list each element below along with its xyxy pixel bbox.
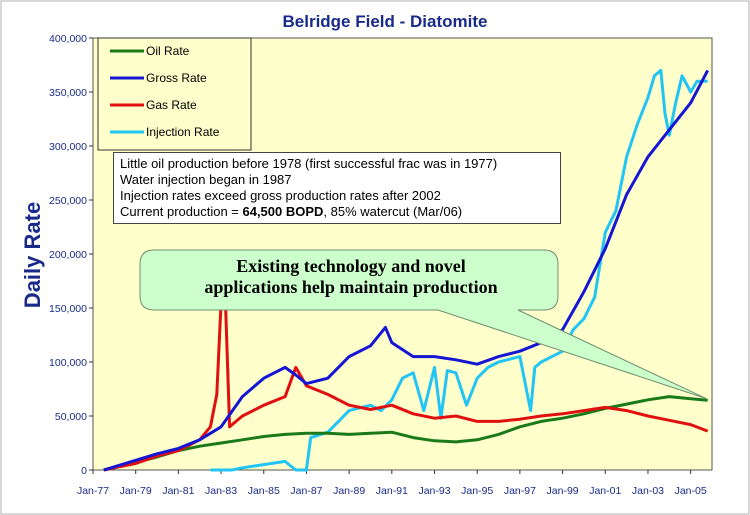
x-tick-label: Jan-79 [120,485,152,497]
x-tick-label: Jan-97 [504,485,536,497]
x-tick-label: Jan-87 [290,485,322,497]
x-axis-ticks: Jan-77 Jan-79 Jan-81 Jan-83 Jan-85 Jan-87 Jan-… [77,470,707,497]
y-tick-label: 0 [81,465,87,477]
x-tick-label: Jan-83 [205,485,237,497]
y-axis-ticks: 0 50,000 100,000 150,000 200,000 250,000 300,0… [49,33,93,477]
y-tick-label: 250,000 [49,195,87,207]
note-line-4-bold: 64,500 BOPD [242,204,324,219]
note-line-2: Water injection began in 1987 [120,172,292,187]
callout-line-2: applications help maintain production [204,277,498,297]
x-tick-label: Jan-05 [675,485,707,497]
chart-title: Belridge Field - Diatomite [283,12,488,31]
callout-line-1: Existing technology and novel [236,256,466,276]
legend-label: Injection Rate [146,125,220,139]
callout-shape [139,249,706,399]
x-tick-label: Jan-01 [589,485,621,497]
y-tick-label: 150,000 [49,303,87,315]
callout-bubble [139,249,706,399]
y-tick-label: 100,000 [49,357,87,369]
x-tick-label: Jan-99 [547,485,579,497]
y-tick-label: 300,000 [49,141,87,153]
x-tick-label: Jan-77 [77,485,109,497]
note-line-4-prefix: Current production = [120,204,243,219]
notes-box: Little oil production before 1978 (first… [113,152,561,224]
x-tick-label: Jan-81 [162,485,194,497]
series-line-gross-rate [103,69,710,472]
note-line-4-suffix: , 85% watercut (Mar/06) [323,204,463,219]
y-tick-label: 350,000 [49,87,87,99]
series-line-gas-rate [103,295,709,472]
x-tick-label: Jan-95 [461,485,493,497]
legend-label: Gross Rate [146,71,207,85]
note-line-4: Current production = 64,500 BOPD, 85% wa… [120,204,554,220]
legend-label: Oil Rate [146,44,190,58]
series-layer [103,68,710,472]
x-tick-label: Jan-91 [376,485,408,497]
callout-text: Existing technology and novel applicatio… [150,256,552,298]
y-tick-label: 200,000 [49,249,87,261]
x-tick-label: Jan-03 [632,485,664,497]
y-tick-label: 400,000 [49,33,87,45]
legend: Oil Rate Gross Rate Gas Rate Injection Rate [97,37,252,151]
y-axis-label: Daily Rate [20,202,45,308]
y-tick-label: 50,000 [55,411,87,423]
legend-label: Gas Rate [146,98,197,112]
x-tick-label: Jan-89 [333,485,365,497]
x-tick-label: Jan-85 [248,485,280,497]
note-line-3: Injection rates exceed gross production … [120,188,441,203]
x-tick-label: Jan-93 [418,485,450,497]
note-line-1: Little oil production before 1978 (first… [120,156,498,171]
